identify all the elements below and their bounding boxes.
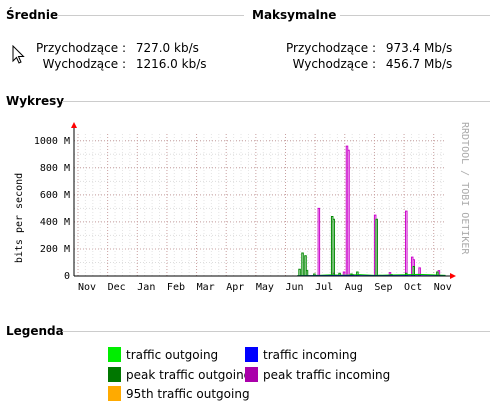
maximums-incoming-label: Przychodzące : [285,41,376,55]
legend-label-peak-traffic-incoming: peak traffic incoming [263,367,391,382]
legend-item-traffic-outgoing: traffic outgoing [108,347,218,362]
traffic-chart: 0 200 M 400 M 600 M 800 M 1000 M Nov Dec Jan Feb M… [0,110,503,300]
maximums-incoming-row: Przychodzące : 973.4 Mb/s [280,41,452,55]
legend-title: Legenda [6,324,64,338]
charts-rule [62,101,490,102]
mouse-cursor-icon [12,45,25,64]
maximums-incoming-value: 973.4 Mb/s [385,41,453,55]
averages-incoming-label: Przychodzące : [35,41,126,55]
legend-swatch-traffic-incoming [245,347,258,362]
legend-swatch-peak-traffic-outgoing [108,367,121,382]
averages-incoming-value: 727.0 kb/s [135,41,199,55]
legend-item-peak-traffic-incoming: peak traffic incoming [245,367,390,382]
chart-y-tick-label: 800 M [40,163,70,174]
chart-x-tick-label: Mar [197,282,215,293]
chart-x-tick-label: Jan [137,282,155,293]
averages-outgoing-value: 1216.0 kb/s [135,57,207,71]
chart-x-axis-arrow-icon [450,273,456,279]
maximums-outgoing-row: Wychodzące : 456.7 Mb/s [280,57,453,71]
chart-grid [74,134,446,277]
chart-x-tick-label: May [256,282,274,293]
averages-rule [57,15,244,16]
chart-y-tick-label: 600 M [40,190,70,201]
chart-y-tick-label: 0 [64,271,70,282]
chart-x-tick-label: Feb [167,282,185,293]
chart-y-tick-label: 1000 M [34,136,70,147]
legend-item-peak-traffic-outgoing: peak traffic outgoing [108,367,251,382]
legend-label-peak-traffic-outgoing: peak traffic outgoing [126,367,252,382]
legend-label-95th-traffic-outgoing: 95th traffic outgoing [126,386,250,401]
chart-x-tick-label: Nov [434,282,452,293]
traffic-chart-svg: 0 200 M 400 M 600 M 800 M 1000 M Nov Dec Jan Feb M… [14,122,470,293]
maximums-outgoing-label: Wychodzące : [292,57,376,71]
legend-item-traffic-incoming: traffic incoming [245,347,357,362]
maximums-rule [340,15,490,16]
averages-title: Średnie [6,8,59,22]
maximums-outgoing-value: 456.7 Mb/s [385,57,453,71]
chart-x-tick-label: Jun [285,282,303,293]
chart-watermark: RRDTOOL / TOBI OETIKER [459,122,470,255]
chart-x-tick-label: Jul [315,282,333,293]
legend-swatch-traffic-outgoing [108,347,121,362]
chart-x-tick-label: Apr [226,282,244,293]
chart-y-tick-label: 200 M [40,244,70,255]
legend-label-traffic-outgoing: traffic outgoing [126,347,219,362]
averages-incoming-row: Przychodzące : 727.0 kb/s [30,41,199,55]
chart-ticks: 0 200 M 400 M 600 M 800 M 1000 M Nov Dec Jan Feb M… [34,136,452,293]
legend-label-traffic-incoming: traffic incoming [263,347,358,362]
maximums-title: Maksymalne [252,8,337,22]
chart-y-axis-label: bits per second [14,173,25,263]
chart-axes [71,122,456,279]
legend-item-95th-traffic-outgoing: 95th traffic outgoing [108,386,250,401]
legend-swatch-95th-traffic-outgoing [108,386,121,401]
averages-outgoing-label: Wychodzące : [42,57,126,71]
chart-x-tick-label: Nov [78,282,96,293]
chart-plot-area [74,134,446,276]
chart-x-tick-label: Dec [108,282,126,293]
chart-y-tick-label: 400 M [40,217,70,228]
chart-y-axis-arrow-icon [71,122,77,128]
chart-x-tick-label: Oct [404,282,422,293]
averages-outgoing-row: Wychodzące : 1216.0 kb/s [30,57,207,71]
legend-swatch-peak-traffic-incoming [245,367,258,382]
charts-title: Wykresy [6,94,65,108]
chart-x-tick-label: Sep [374,282,392,293]
legend-rule [62,331,490,332]
chart-x-tick-label: Aug [345,282,363,293]
